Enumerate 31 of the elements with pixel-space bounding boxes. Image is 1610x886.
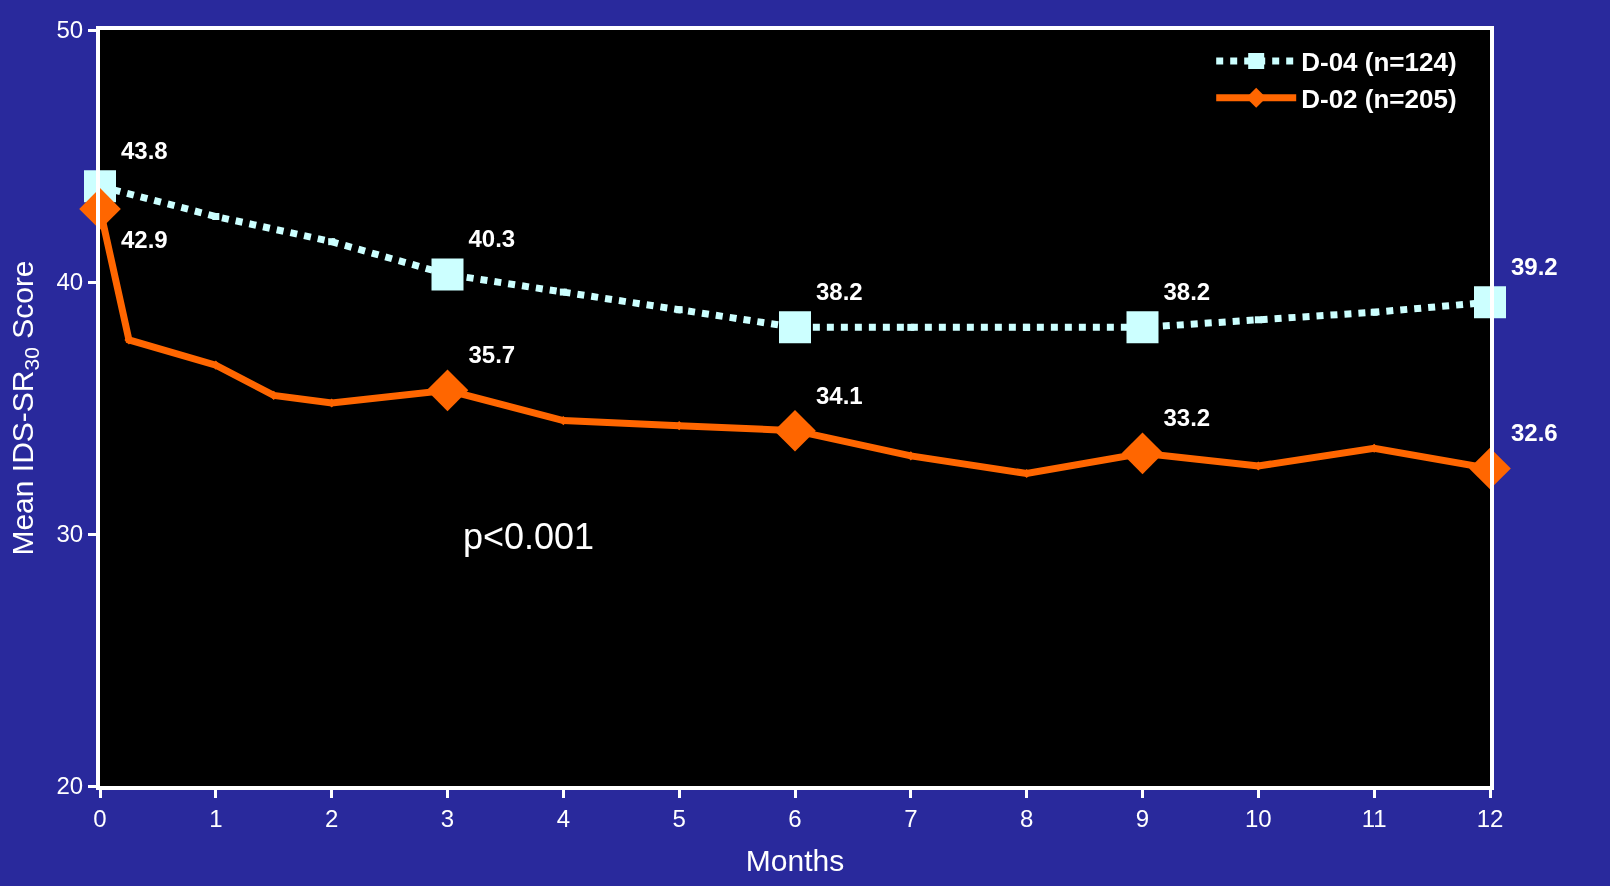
x-tick-label: 11 bbox=[1361, 804, 1387, 832]
x-tick-label: 1 bbox=[209, 804, 223, 832]
data-label: 43.8 bbox=[121, 137, 168, 165]
legend-label: D-04 (n=124) bbox=[1301, 47, 1457, 78]
data-label: 32.6 bbox=[1511, 419, 1558, 447]
x-tick-label: 8 bbox=[1019, 804, 1034, 832]
data-label: 38.2 bbox=[816, 278, 863, 306]
data-label: 39.2 bbox=[1511, 253, 1558, 281]
x-tick-label: 0 bbox=[93, 804, 107, 832]
x-tick-label: 7 bbox=[904, 804, 918, 832]
data-label: 34.1 bbox=[816, 381, 863, 409]
y-tick-label: 30 bbox=[56, 520, 84, 548]
data-label: 42.9 bbox=[121, 225, 168, 253]
x-tick-label: 12 bbox=[1476, 804, 1504, 832]
x-tick-label: 4 bbox=[556, 804, 571, 832]
data-label: 33.2 bbox=[1163, 404, 1211, 432]
x-tick-label: 9 bbox=[1135, 804, 1150, 832]
y-tick-label: 20 bbox=[56, 772, 84, 800]
legend-label: D-02 (n=205) bbox=[1301, 83, 1457, 114]
y-tick-label: 40 bbox=[56, 268, 84, 296]
x-tick-label: 3 bbox=[440, 804, 455, 832]
data-label: 40.3 bbox=[468, 225, 516, 253]
x-axis-title: Months bbox=[745, 843, 845, 877]
x-tick-label: 2 bbox=[324, 804, 339, 832]
x-tick-label: 5 bbox=[672, 804, 686, 832]
x-tick-label: 6 bbox=[788, 804, 802, 832]
y-tick-label: 50 bbox=[56, 16, 84, 44]
x-tick-label: 10 bbox=[1244, 804, 1272, 832]
data-label: 35.7 bbox=[468, 341, 516, 369]
annotation: p<0.001 bbox=[463, 516, 595, 557]
data-label: 38.2 bbox=[1163, 278, 1211, 306]
